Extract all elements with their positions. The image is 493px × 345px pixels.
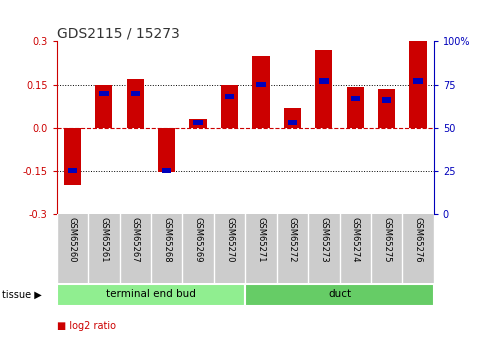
Bar (131, 90, 140, 96)
Bar (382, 97, 391, 102)
Bar (99, 90, 108, 96)
Text: GSM65269: GSM65269 (194, 217, 203, 263)
Text: GSM65267: GSM65267 (131, 217, 140, 263)
Text: tissue ▶: tissue ▶ (2, 290, 42, 300)
Bar (347, 87, 364, 128)
Text: GSM65273: GSM65273 (319, 217, 328, 263)
Bar (127, 79, 144, 128)
Text: GSM65260: GSM65260 (68, 217, 77, 263)
Bar (158, 128, 176, 172)
Bar (189, 119, 207, 128)
Bar (221, 85, 238, 128)
Text: ■ log2 ratio: ■ log2 ratio (57, 321, 116, 331)
Text: GDS2115 / 15273: GDS2115 / 15273 (57, 26, 179, 40)
Text: GSM65270: GSM65270 (225, 217, 234, 263)
Text: GSM65271: GSM65271 (256, 217, 266, 263)
Bar (225, 94, 234, 99)
Bar (162, 168, 172, 173)
Bar (410, 41, 427, 128)
Bar (68, 168, 77, 173)
Bar (95, 85, 112, 128)
Text: GSM65274: GSM65274 (351, 217, 360, 263)
Bar (315, 50, 332, 128)
Bar (351, 96, 360, 101)
Text: GSM65261: GSM65261 (99, 217, 108, 263)
Bar (64, 128, 81, 185)
Bar (57, 284, 245, 306)
Text: terminal end bud: terminal end bud (106, 289, 196, 299)
Bar (193, 120, 203, 125)
Text: GSM65268: GSM65268 (162, 217, 171, 263)
Bar (378, 89, 395, 128)
Bar (287, 120, 297, 125)
Bar (413, 78, 423, 83)
Bar (252, 56, 270, 128)
Text: GSM65272: GSM65272 (288, 217, 297, 263)
Text: GSM65276: GSM65276 (414, 217, 423, 263)
Text: duct: duct (328, 289, 351, 299)
Bar (284, 108, 301, 128)
Bar (256, 82, 266, 87)
Text: GSM65275: GSM65275 (382, 217, 391, 263)
Bar (245, 284, 434, 306)
Bar (319, 78, 329, 83)
